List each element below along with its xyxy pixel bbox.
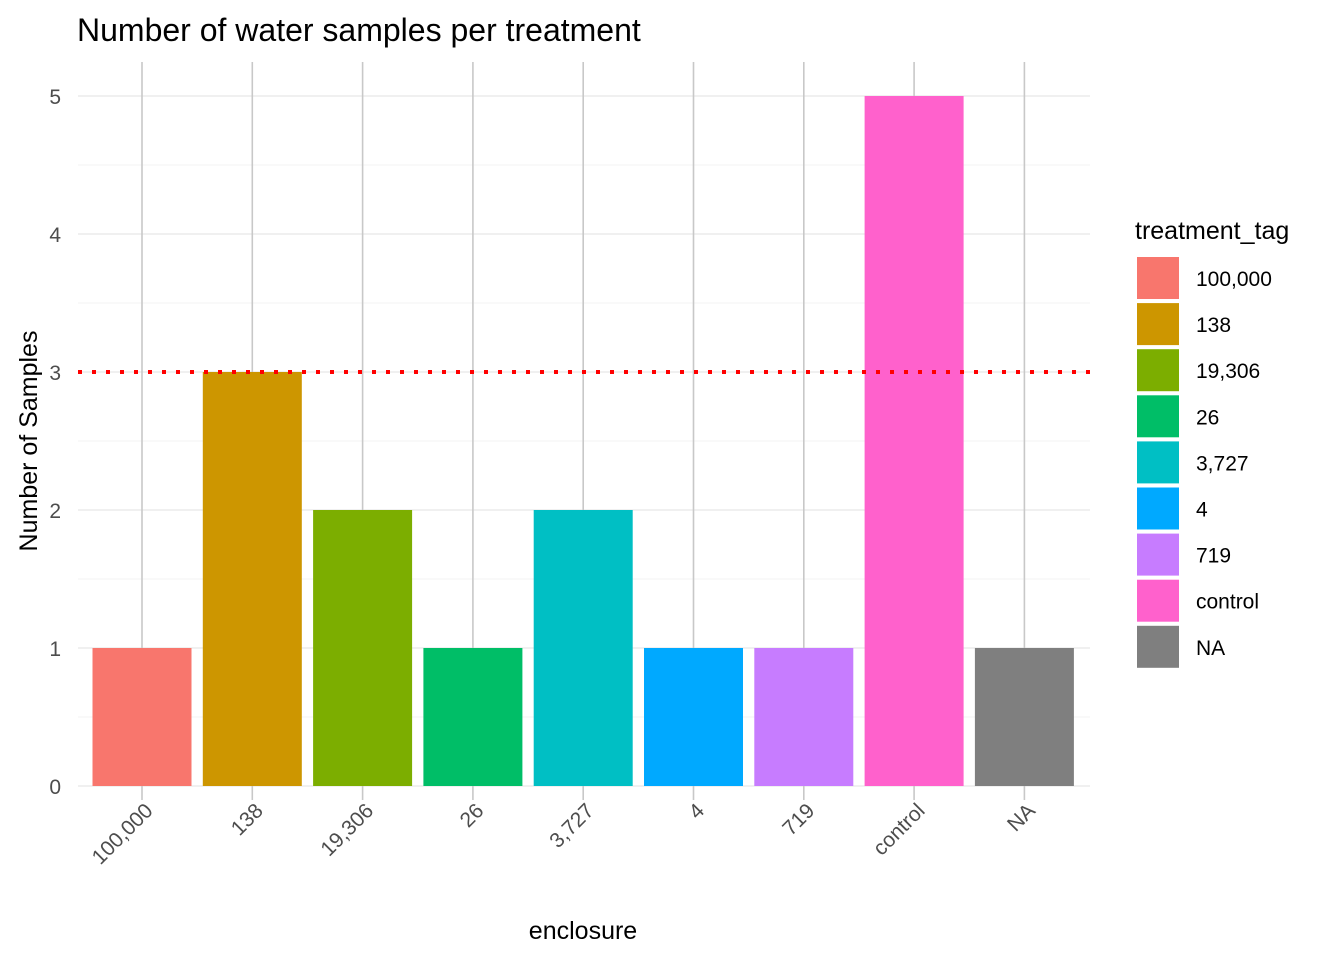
bar-NA xyxy=(974,648,1074,786)
bar-4 xyxy=(644,648,743,786)
legend-label: 4 xyxy=(1196,499,1208,522)
y-axis-ticks: 0 1 2 3 4 5 xyxy=(49,86,61,799)
y-axis-title: Number of Samples xyxy=(15,331,43,552)
legend-key xyxy=(1137,625,1179,668)
legend-label: 138 xyxy=(1196,314,1231,337)
legend-label: NA xyxy=(1196,637,1225,660)
legend-title: treatment_tag xyxy=(1135,217,1289,245)
bar-719 xyxy=(754,648,854,786)
bar-100,000 xyxy=(92,648,192,786)
x-tick-label: NA xyxy=(1003,799,1040,836)
legend-label: 100,000 xyxy=(1196,268,1272,291)
x-tick-label: control xyxy=(869,799,930,860)
x-axis-title: enclosure xyxy=(529,917,637,945)
y-tick-label: 1 xyxy=(49,638,61,661)
legend-key xyxy=(1137,441,1179,484)
y-tick-label: 0 xyxy=(49,776,61,799)
bar-138 xyxy=(202,372,302,786)
x-tick-label: 26 xyxy=(456,799,489,832)
x-axis-ticks: 100,000 138 19,306 26 3,727 4 719 control NA xyxy=(88,799,1040,869)
x-tick-label: 4 xyxy=(685,799,710,824)
x-tick-label: 719 xyxy=(778,799,819,840)
legend-key xyxy=(1137,303,1179,346)
bar-3,727 xyxy=(533,510,633,786)
legend-label: 3,727 xyxy=(1196,452,1249,475)
legend-label: 26 xyxy=(1196,406,1219,429)
bar-control xyxy=(864,96,964,786)
x-tick-label: 138 xyxy=(227,799,268,840)
legend-key xyxy=(1137,579,1179,622)
legend: treatment_tag 100,000 138 19,306 26 3,727 4 71… xyxy=(1135,217,1289,668)
y-tick-label: 5 xyxy=(49,86,61,109)
legend-key xyxy=(1137,533,1179,576)
legend-label: 19,306 xyxy=(1196,360,1260,383)
y-tick-label: 3 xyxy=(49,362,61,385)
bars xyxy=(92,96,1074,786)
legend-label: control xyxy=(1196,591,1259,614)
legend-label: 719 xyxy=(1196,545,1231,568)
x-tick-label: 100,000 xyxy=(88,799,158,869)
legend-key xyxy=(1137,395,1179,438)
legend-key xyxy=(1137,349,1179,392)
x-tick-label: 3,727 xyxy=(545,799,598,852)
bar-26 xyxy=(423,648,523,786)
legend-key xyxy=(1137,257,1179,299)
legend-key xyxy=(1137,487,1179,530)
y-tick-label: 2 xyxy=(49,500,61,523)
chart-title: Number of water samples per treatment xyxy=(77,12,641,48)
x-tick-label: 19,306 xyxy=(316,799,378,861)
y-tick-label: 4 xyxy=(49,224,61,247)
bar-19,306 xyxy=(313,510,413,786)
